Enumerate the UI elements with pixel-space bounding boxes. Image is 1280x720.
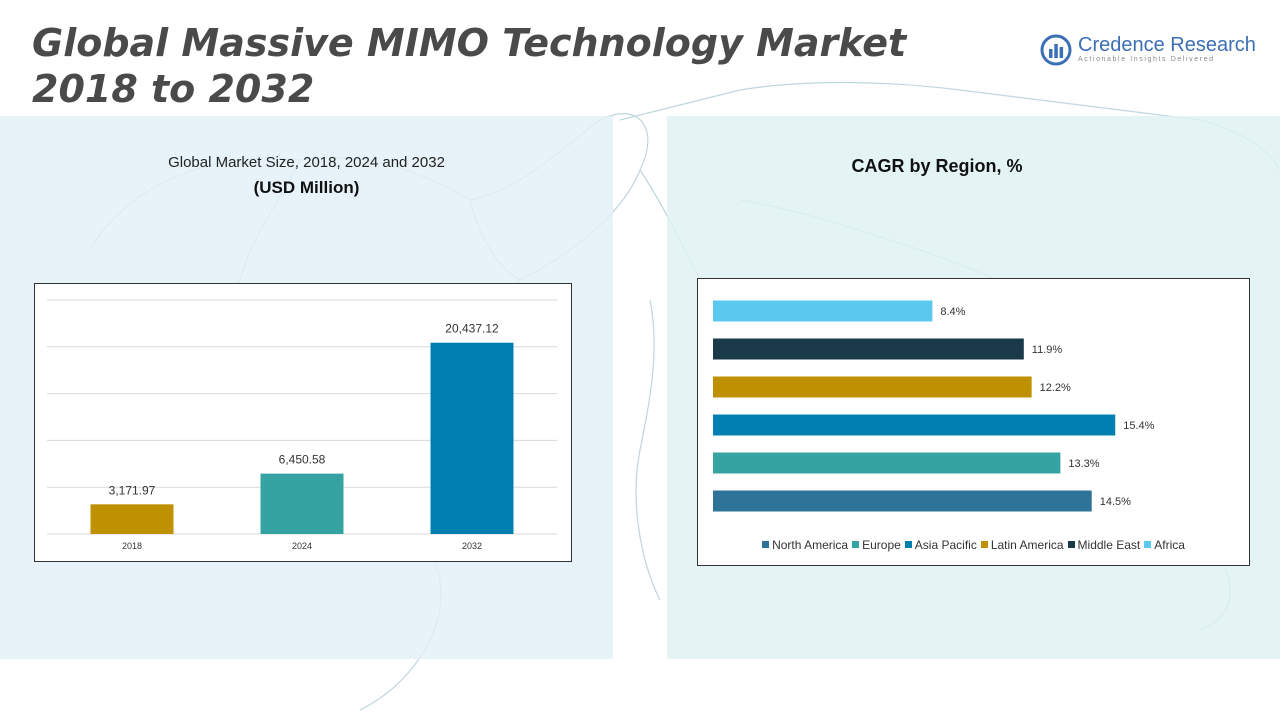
legend-swatch — [762, 541, 770, 549]
bar-middle-east — [713, 338, 1024, 360]
cagr-chart-title: CAGR by Region, % — [851, 156, 1023, 176]
x-tick-2018: 2018 — [122, 541, 142, 551]
logo-name: Credence Research — [1078, 34, 1256, 56]
logo-icon — [1040, 34, 1072, 66]
legend-label: North America — [772, 538, 849, 552]
bar-2032 — [430, 342, 514, 534]
bar-europe — [713, 452, 1061, 474]
legend-label: Africa — [1154, 538, 1185, 552]
market-size-chart: 3,171.97 2018 6,450.58 2024 20,437.12 2032 — [34, 283, 572, 562]
legend-label: Europe — [862, 538, 901, 552]
value-label-africa: 8.4% — [940, 306, 965, 318]
legend-label: Middle East — [1077, 538, 1141, 552]
legend-item-europe: Europe — [852, 538, 901, 552]
bar-latin-america — [713, 376, 1032, 398]
market-size-unit: (USD Million) — [253, 178, 360, 197]
title-line-1: Global Massive MIMO Technology Market — [32, 21, 907, 65]
legend-label: Asia Pacific — [914, 538, 977, 552]
logo-tagline: Actionable Insights Delivered — [1078, 56, 1215, 63]
title-line-2: 2018 to 2032 — [32, 67, 315, 111]
legend-swatch — [852, 541, 860, 549]
bar-asia-pacific — [713, 414, 1116, 436]
legend-item-latin-america: Latin America — [980, 538, 1064, 552]
legend-item-africa: Africa — [1144, 538, 1185, 552]
market-size-chart-svg: 3,171.97 2018 6,450.58 2024 20,437.12 2032 — [47, 299, 557, 551]
bar-2024 — [260, 473, 344, 534]
value-label-2018: 3,171.97 — [109, 483, 156, 497]
cagr-chart-svg: 14.5% 13.3% 15.4% 12.2% 11.9% 8.4% — [713, 300, 1155, 512]
legend-swatch — [904, 541, 912, 549]
cagr-legend: North America Europe Asia Pacific Latin Ame… — [698, 538, 1249, 552]
legend-label: Latin America — [990, 538, 1064, 552]
page-title: Global Massive MIMO Technology Market 20… — [32, 20, 906, 112]
value-label-north-america: 14.5% — [1100, 496, 1131, 508]
cagr-chart: 14.5% 13.3% 15.4% 12.2% 11.9% 8.4% North Amer… — [697, 278, 1250, 566]
legend-item-middle-east: Middle East — [1067, 538, 1141, 552]
value-label-middle-east: 11.9% — [1032, 344, 1063, 356]
legend-item-asia-pacific: Asia Pacific — [904, 538, 977, 552]
x-tick-2024: 2024 — [292, 541, 312, 551]
x-tick-2032: 2032 — [462, 541, 482, 551]
legend-swatch — [980, 541, 988, 549]
value-label-2024: 6,450.58 — [279, 453, 326, 467]
bar-2018 — [90, 504, 174, 534]
value-label-asia-pacific: 15.4% — [1123, 420, 1154, 432]
value-label-europe: 13.3% — [1068, 458, 1099, 470]
legend-item-north-america: North America — [762, 538, 848, 552]
value-label-2032: 20,437.12 — [445, 322, 499, 336]
bar-north-america — [713, 490, 1092, 512]
legend-swatch — [1067, 541, 1075, 549]
value-label-latin-america: 12.2% — [1040, 382, 1071, 394]
bar-africa — [713, 300, 933, 322]
legend-swatch — [1144, 541, 1152, 549]
credence-research-logo: Credence Research Actionable Insights De… — [1040, 32, 1260, 68]
market-size-subtitle: Global Market Size, 2018, 2024 and 2032 — [168, 154, 445, 171]
